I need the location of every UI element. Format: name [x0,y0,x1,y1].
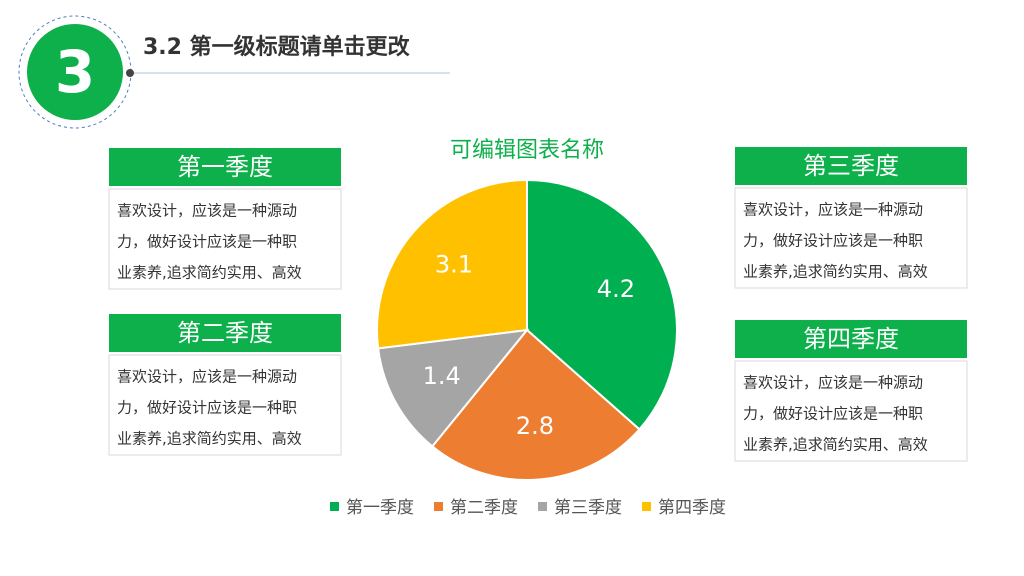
pie-slice [377,328,530,448]
legend-label: 第一季度 [346,498,414,518]
card-header [109,314,341,352]
chart-title: 可编辑图表名称 [450,138,604,163]
data-label: 3.1 [435,250,473,278]
card-text: 力，做好设计应该是一种职 [743,405,923,423]
legend-swatch [434,502,443,511]
pie-slice [376,178,528,350]
header-dot [126,69,134,77]
pie-slice [430,328,641,481]
legend-swatch [642,502,651,511]
legend-swatch [538,502,547,511]
card-text: 力，做好设计应该是一种职 [117,233,297,251]
card-body [734,360,968,462]
card-header [109,148,341,186]
card-title: 第一季度 [177,153,273,181]
card-text: 喜欢设计，应该是一种源动 [117,368,297,386]
card-body [734,187,968,289]
card-text: 业素养,追求简约实用、高效 [117,430,302,448]
header-title: 3.2 第一级标题请单击更改 [143,34,411,60]
card-text: 业素养,追求简约实用、高效 [117,264,302,282]
card-text: 喜欢设计，应该是一种源动 [743,374,923,392]
card-text: 力，做好设计应该是一种职 [117,399,297,417]
badge-number: 3 [55,38,95,106]
card-text: 业素养,追求简约实用、高效 [743,436,928,454]
badge [27,24,123,120]
data-label: 1.4 [423,362,461,390]
data-label: 4.2 [597,275,635,303]
pie-slice [526,178,678,431]
data-label: 2.8 [516,412,554,440]
card-text: 力，做好设计应该是一种职 [743,232,923,250]
legend-label: 第二季度 [450,498,518,518]
legend-label: 第三季度 [554,498,622,518]
card-title: 第三季度 [803,152,899,180]
legend-label: 第四季度 [658,498,726,518]
card-text: 喜欢设计，应该是一种源动 [743,201,923,219]
legend-swatch [330,502,339,511]
card-body [108,354,342,456]
card-title: 第四季度 [803,325,899,353]
card-title: 第二季度 [177,319,273,347]
card-header [735,320,967,358]
card-header [735,147,967,185]
card-body [108,188,342,290]
card-text: 业素养,追求简约实用、高效 [743,263,928,281]
card-text: 喜欢设计，应该是一种源动 [117,202,297,220]
